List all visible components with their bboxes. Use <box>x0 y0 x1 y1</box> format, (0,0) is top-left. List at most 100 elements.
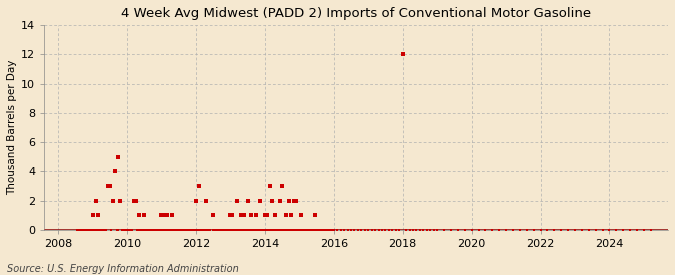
Point <box>187 228 198 232</box>
Point <box>421 228 432 232</box>
Point <box>418 228 429 232</box>
Point <box>192 228 203 232</box>
Point <box>109 169 120 174</box>
Y-axis label: Thousand Barrels per Day: Thousand Barrels per Day <box>7 60 17 195</box>
Point <box>275 228 286 232</box>
Point <box>370 228 381 232</box>
Point <box>223 228 234 232</box>
Point <box>380 228 391 232</box>
Point <box>390 228 401 232</box>
Point <box>282 228 293 232</box>
Point <box>180 228 191 232</box>
Point <box>246 213 256 217</box>
Point <box>227 213 238 217</box>
Point <box>277 184 288 188</box>
Point <box>466 228 477 232</box>
Point <box>387 228 398 232</box>
Point <box>151 228 162 232</box>
Point <box>209 228 220 232</box>
Point <box>239 228 250 232</box>
Point <box>249 228 260 232</box>
Point <box>645 228 656 232</box>
Point <box>168 228 179 232</box>
Point <box>320 228 331 232</box>
Point <box>367 228 377 232</box>
Point <box>328 228 339 232</box>
Point <box>296 228 306 232</box>
Point <box>201 228 212 232</box>
Point <box>199 228 210 232</box>
Point <box>494 228 505 232</box>
Point <box>115 198 126 203</box>
Point <box>221 228 232 232</box>
Point <box>278 228 289 232</box>
Point <box>373 228 384 232</box>
Point <box>556 228 566 232</box>
Point <box>267 228 277 232</box>
Point <box>146 228 157 232</box>
Point <box>251 228 262 232</box>
Point <box>111 228 122 232</box>
Point <box>242 198 253 203</box>
Point <box>252 228 263 232</box>
Point <box>175 228 186 232</box>
Point <box>359 228 370 232</box>
Point <box>352 228 363 232</box>
Point <box>242 228 253 232</box>
Point <box>332 228 343 232</box>
Title: 4 Week Avg Midwest (PADD 2) Imports of Conventional Motor Gasoline: 4 Week Avg Midwest (PADD 2) Imports of C… <box>121 7 591 20</box>
Point <box>77 228 88 232</box>
Point <box>96 228 107 232</box>
Point <box>228 228 239 232</box>
Point <box>429 228 439 232</box>
Point <box>147 228 158 232</box>
Point <box>120 228 131 232</box>
Point <box>549 228 560 232</box>
Point <box>639 228 649 232</box>
Point <box>236 213 246 217</box>
Point <box>116 228 127 232</box>
Point <box>398 52 408 57</box>
Point <box>583 228 594 232</box>
Point <box>265 184 275 188</box>
Point <box>155 228 165 232</box>
Point <box>90 198 101 203</box>
Point <box>408 228 418 232</box>
Point <box>261 213 272 217</box>
Point <box>304 228 315 232</box>
Point <box>159 213 170 217</box>
Point <box>306 228 317 232</box>
Point <box>254 228 265 232</box>
Point <box>404 228 415 232</box>
Point <box>335 228 346 232</box>
Point <box>597 228 608 232</box>
Point <box>225 228 236 232</box>
Point <box>113 155 124 159</box>
Point <box>256 228 267 232</box>
Point <box>284 198 294 203</box>
Point <box>80 228 91 232</box>
Point <box>178 228 189 232</box>
Point <box>401 228 412 232</box>
Point <box>576 228 587 232</box>
Point <box>237 228 248 232</box>
Point <box>259 228 270 232</box>
Point <box>311 228 322 232</box>
Point <box>137 228 148 232</box>
Point <box>446 228 456 232</box>
Point <box>254 198 265 203</box>
Point <box>514 228 525 232</box>
Point <box>570 228 580 232</box>
Point <box>124 228 134 232</box>
Point <box>244 228 254 232</box>
Point <box>128 198 139 203</box>
Point <box>298 228 308 232</box>
Point <box>349 228 360 232</box>
Point <box>170 228 181 232</box>
Point <box>302 228 313 232</box>
Point <box>590 228 601 232</box>
Point <box>294 228 304 232</box>
Point <box>163 228 173 232</box>
Point <box>190 228 201 232</box>
Point <box>215 228 225 232</box>
